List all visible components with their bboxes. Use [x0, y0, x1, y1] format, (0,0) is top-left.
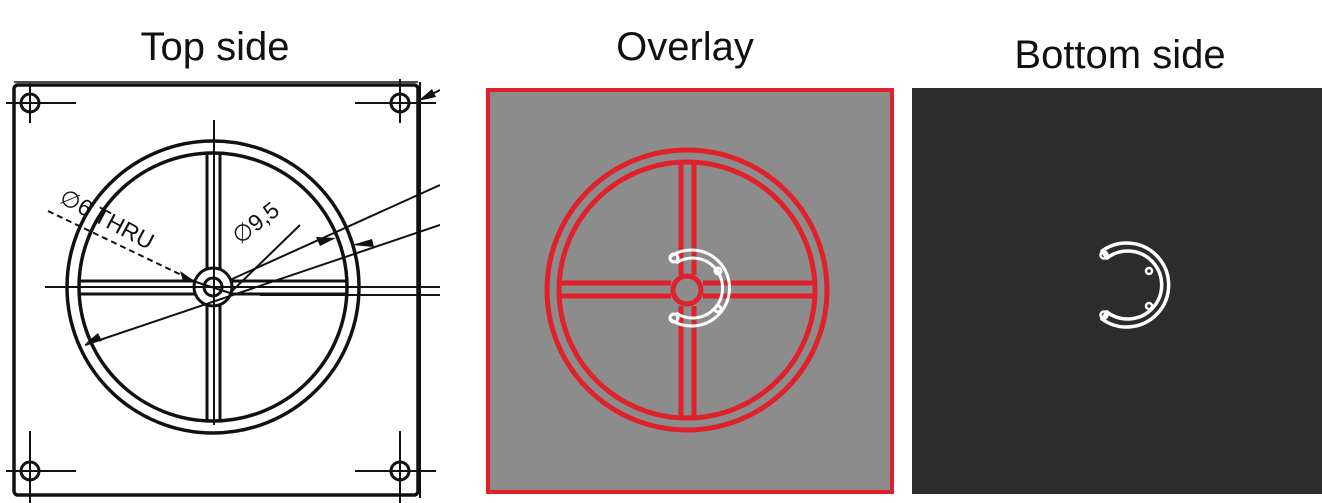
hole-dim-leader — [47, 210, 197, 283]
mounting-hole-br — [355, 431, 436, 503]
mounting-hole-tr — [355, 79, 436, 123]
panel-title-overlay: Overlay — [616, 25, 754, 69]
bottom-background — [912, 88, 1322, 494]
panel-title-top: Top side — [140, 25, 290, 69]
overlay-ring-pad — [544, 147, 830, 433]
bottom-vias — [1099, 250, 1154, 320]
hole-diameter-label: ∅6 THRU — [56, 183, 159, 254]
mounting-hole-tl — [6, 83, 76, 123]
mounting-hole-bl — [6, 431, 76, 503]
outer-diameter-label: ∅9,5 — [227, 196, 284, 249]
panel-title-bottom: Bottom side — [1014, 33, 1226, 77]
overlay-bottom-trace — [668, 248, 731, 328]
center-via — [192, 266, 234, 308]
top-side-drawing: ∅6 THRU ∅9,5 — [6, 79, 440, 503]
overlay-center-via — [670, 273, 704, 307]
spoke-traces — [79, 153, 347, 421]
mounting-holes — [6, 79, 436, 503]
board-outline — [12, 83, 420, 497]
ring-pad — [65, 139, 361, 435]
overlay-view — [486, 88, 894, 494]
bottom-side-view — [912, 88, 1322, 494]
